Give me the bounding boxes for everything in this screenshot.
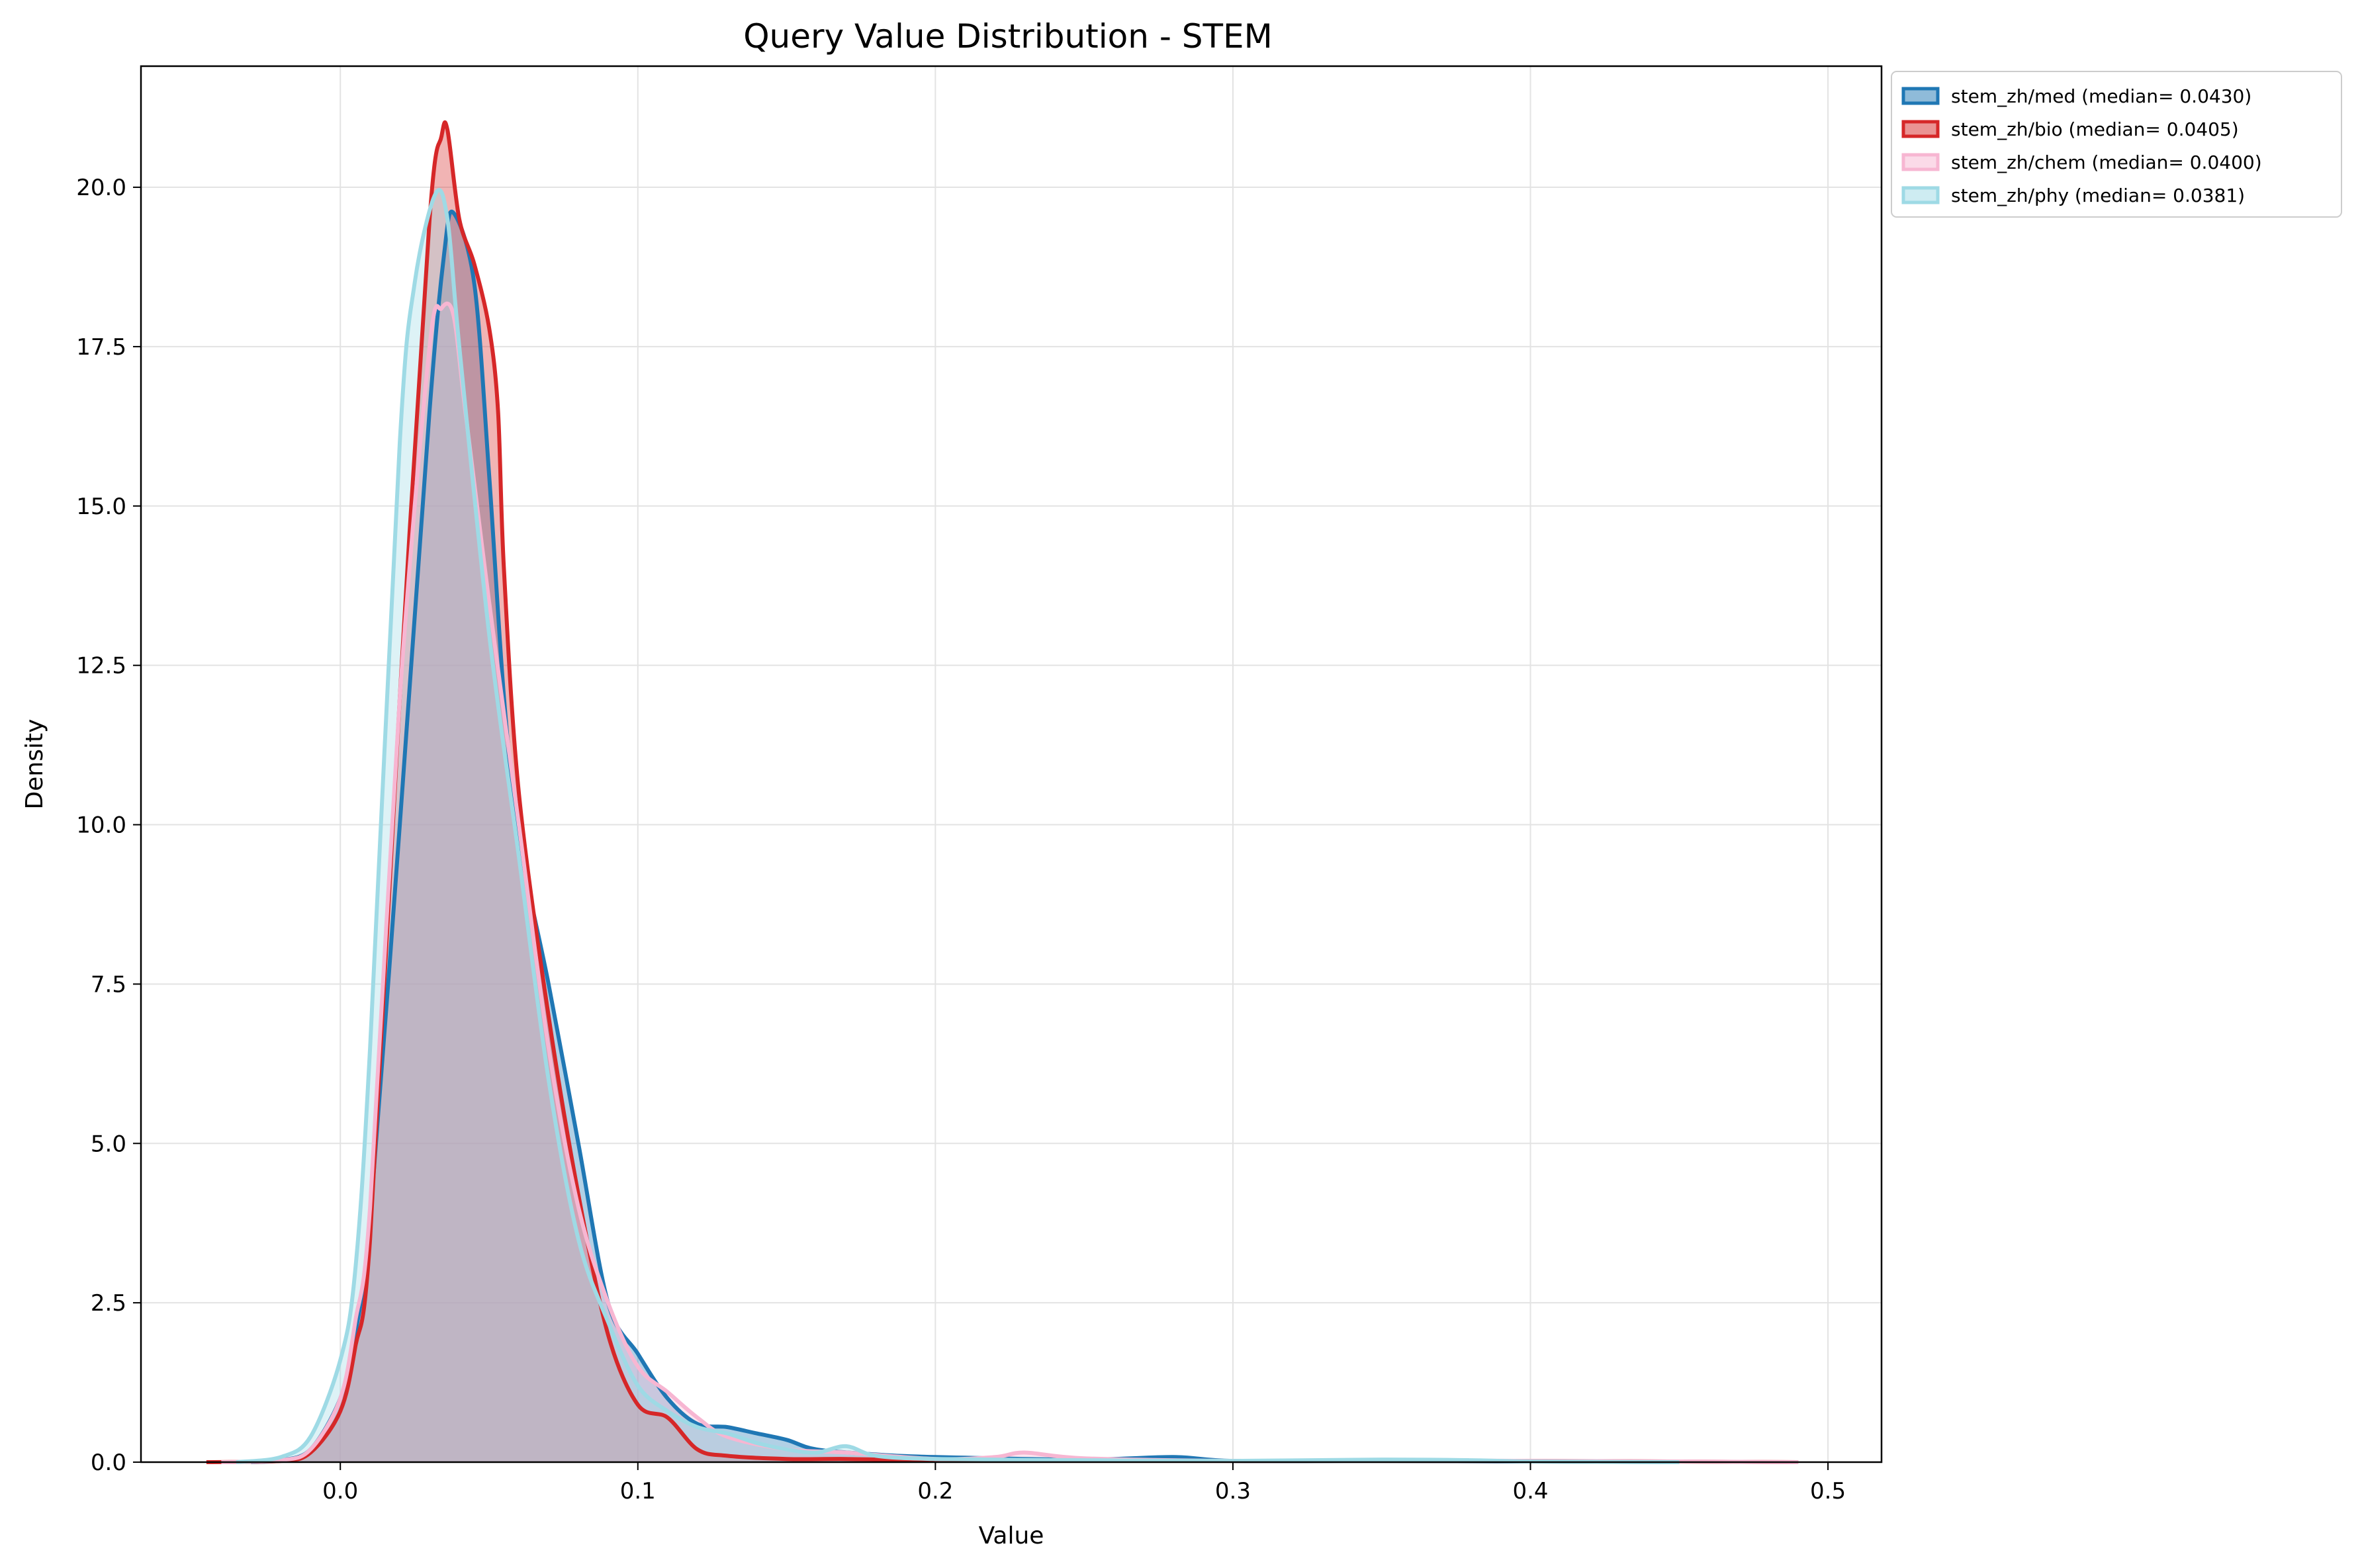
x-tick-label: 0.1 [620, 1478, 656, 1504]
legend-items: stem_zh/med (median= 0.0430) stem_zh/bio … [1901, 85, 2262, 206]
legend-swatch [1901, 120, 1940, 138]
series-line-stem-zh-phy [236, 188, 1680, 1464]
x-axis-label: Value [979, 1522, 1044, 1549]
x-tick-label: 0.4 [1512, 1478, 1548, 1504]
series-fill-stem-zh-med [251, 211, 1680, 1462]
series-fill-stem-zh-chem [221, 303, 1799, 1463]
legend-swatch [1901, 186, 1940, 204]
x-tick-label: 0.2 [917, 1478, 953, 1504]
x-tick-label: 0.0 [322, 1478, 358, 1504]
x-gridlines [340, 66, 1829, 1462]
y-axis-ticks: 0.0 2.5 5.0 7.5 10.0 12.5 15.0 17.5 20.0 [76, 175, 141, 1476]
legend-swatch [1901, 153, 1940, 171]
y-tick-label: 7.5 [91, 971, 126, 998]
legend: stem_zh/med (median= 0.0430) stem_zh/bio … [1891, 71, 2342, 218]
legend-label: stem_zh/bio (median= 0.0405) [1951, 118, 2239, 140]
x-tick-label: 0.5 [1810, 1478, 1846, 1504]
series-lines [206, 120, 1799, 1464]
legend-frame [1891, 71, 2342, 218]
x-tick-label: 0.3 [1215, 1478, 1251, 1504]
series-fills [206, 122, 1799, 1463]
series-fill-stem-zh-phy [236, 190, 1680, 1462]
y-tick-label: 0.0 [91, 1450, 126, 1476]
y-axis-label: Density [21, 719, 48, 810]
y-tick-label: 15.0 [76, 494, 126, 520]
legend-swatch [1901, 87, 1940, 105]
y-tick-label: 17.5 [76, 334, 126, 361]
y-tick-label: 20.0 [76, 175, 126, 201]
series-fill-stem-zh-bio [206, 122, 1799, 1462]
legend-label: stem_zh/phy (median= 0.0381) [1951, 185, 2245, 206]
y-tick-label: 12.5 [76, 653, 126, 679]
plot-area-frame [140, 65, 1883, 1463]
y-tick-label: 2.5 [91, 1290, 126, 1317]
y-tick-label: 5.0 [91, 1131, 126, 1157]
chart-title: Query Value Distribution - STEM [743, 17, 1273, 56]
x-axis-ticks: 0.0 0.1 0.2 0.3 0.4 0.5 [322, 1462, 1846, 1504]
legend-label: stem_zh/med (median= 0.0430) [1951, 85, 2251, 107]
y-tick-label: 10.0 [76, 812, 126, 839]
legend-label: stem_zh/chem (median= 0.0400) [1951, 152, 2262, 173]
